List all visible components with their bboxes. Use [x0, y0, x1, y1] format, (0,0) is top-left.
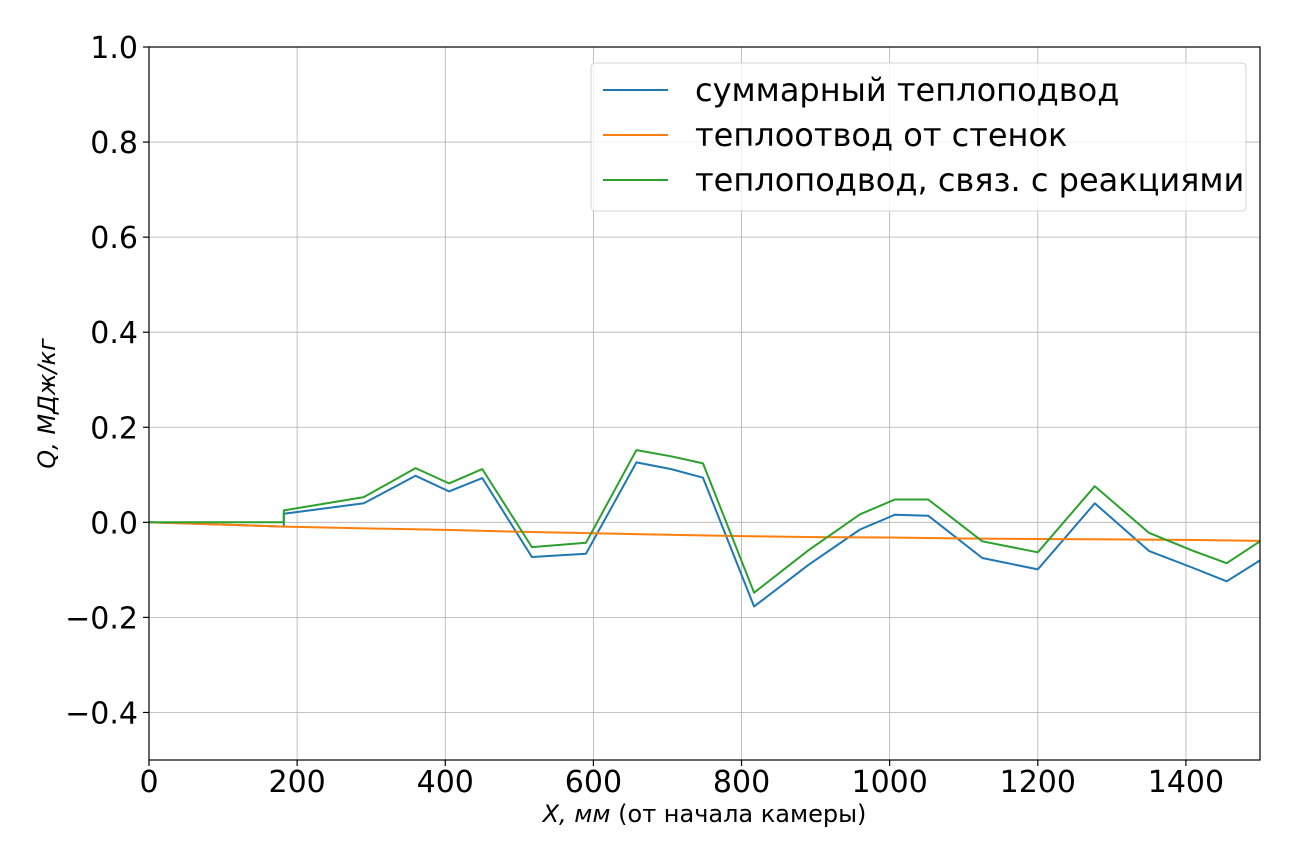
plot-frame	[148, 46, 1261, 761]
legend-label-3: теплоподвод, связ. с реакциями	[695, 161, 1244, 199]
x-tick-label: 200	[269, 765, 326, 800]
y-axis-ticks: −0.4 −0.2 0.0 0.2 0.4 0.6 0.8 1.0	[65, 31, 149, 731]
y-tick-label: −0.2	[65, 601, 138, 636]
series-lines	[148, 449, 1261, 608]
series-line-1	[148, 461, 1261, 608]
x-axis-label-math: X, мм	[541, 800, 611, 828]
series-line-2	[148, 521, 1261, 542]
y-tick-label: −0.4	[65, 696, 138, 731]
y-tick-label: 1.0	[90, 31, 138, 66]
legend-label-1: суммарный теплоподвод	[695, 71, 1119, 109]
y-tick-label: 0.8	[90, 126, 138, 161]
x-tick-label: 400	[417, 765, 474, 800]
x-tick-label: 1200	[1000, 765, 1076, 800]
x-tick-label: 1400	[1148, 765, 1224, 800]
y-tick-label: 0.6	[90, 221, 138, 256]
x-tick-label: 0	[139, 765, 158, 800]
x-axis-ticks: 0 200 400 600 800 1000 1200 1400	[139, 760, 1224, 800]
x-tick-label: 1000	[851, 765, 927, 800]
x-axis-label-text: (от начала камеры)	[611, 800, 867, 828]
y-axis-label: Q, МДж/кг	[33, 338, 61, 469]
legend: суммарный теплоподвод теплоотвод от стено…	[590, 62, 1247, 212]
series-line-3	[149, 449, 1261, 594]
y-tick-label: 0.0	[90, 506, 138, 541]
x-axis-label: X, мм (от начала камеры)	[541, 800, 867, 828]
x-tick-label: 800	[713, 765, 770, 800]
legend-box	[590, 62, 1247, 212]
y-tick-label: 0.2	[90, 411, 138, 446]
legend-label-2: теплоотвод от стенок	[695, 116, 1067, 154]
y-tick-label: 0.4	[90, 316, 138, 351]
x-tick-label: 600	[565, 765, 622, 800]
